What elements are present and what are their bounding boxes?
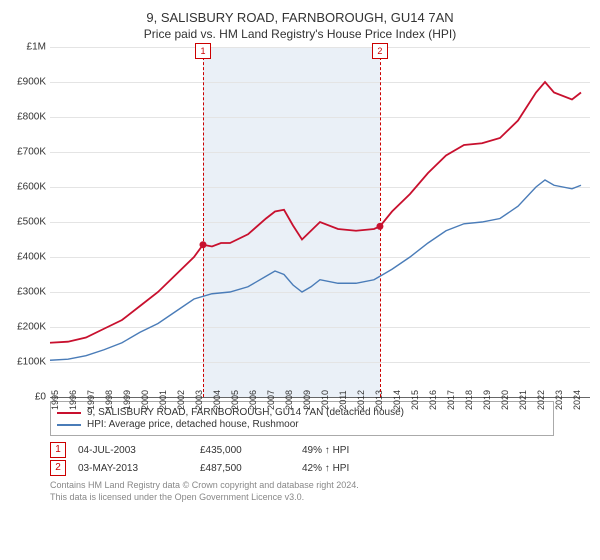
legend-item: HPI: Average price, detached house, Rush… [57, 419, 547, 430]
marker-point [376, 223, 383, 230]
page-subtitle: Price paid vs. HM Land Registry's House … [10, 27, 590, 41]
series-line [50, 180, 581, 360]
y-axis-label: £400K [17, 252, 46, 263]
y-axis-label: £1M [27, 42, 46, 53]
legend-swatch [57, 412, 81, 414]
transaction-price: £487,500 [200, 463, 290, 474]
transaction-row: 1 04-JUL-2003 £435,000 49% ↑ HPI [50, 442, 540, 458]
y-axis-label: £500K [17, 217, 46, 228]
y-axis-label: £0 [35, 392, 46, 403]
footer-line: This data is licensed under the Open Gov… [50, 492, 590, 504]
transaction-price: £435,000 [200, 445, 290, 456]
transaction-date: 03-MAY-2013 [78, 463, 188, 474]
y-axis-label: £600K [17, 182, 46, 193]
transaction-row: 2 03-MAY-2013 £487,500 42% ↑ HPI [50, 460, 540, 476]
series-line [50, 82, 581, 343]
legend-label: HPI: Average price, detached house, Rush… [87, 419, 299, 430]
y-axis-label: £800K [17, 112, 46, 123]
y-axis-label: £700K [17, 147, 46, 158]
y-axis-label: £900K [17, 77, 46, 88]
transaction-marker: 2 [50, 460, 66, 476]
y-axis-label: £100K [17, 357, 46, 368]
transaction-marker: 1 [50, 442, 66, 458]
footer-line: Contains HM Land Registry data © Crown c… [50, 480, 590, 492]
legend-swatch [57, 424, 81, 426]
transaction-comparison: 49% ↑ HPI [302, 445, 392, 456]
y-axis-label: £200K [17, 322, 46, 333]
transaction-comparison: 42% ↑ HPI [302, 463, 392, 474]
page-title: 9, SALISBURY ROAD, FARNBOROUGH, GU14 7AN [10, 10, 590, 25]
transaction-table: 1 04-JUL-2003 £435,000 49% ↑ HPI 2 03-MAY-201… [50, 442, 540, 476]
chart-svg [50, 47, 590, 397]
price-chart: £0£100K£200K£300K£400K£500K£600K£700K£80… [50, 47, 590, 397]
transaction-date: 04-JUL-2003 [78, 445, 188, 456]
marker-point [200, 241, 207, 248]
footer-note: Contains HM Land Registry data © Crown c… [50, 480, 590, 503]
y-axis-label: £300K [17, 287, 46, 298]
